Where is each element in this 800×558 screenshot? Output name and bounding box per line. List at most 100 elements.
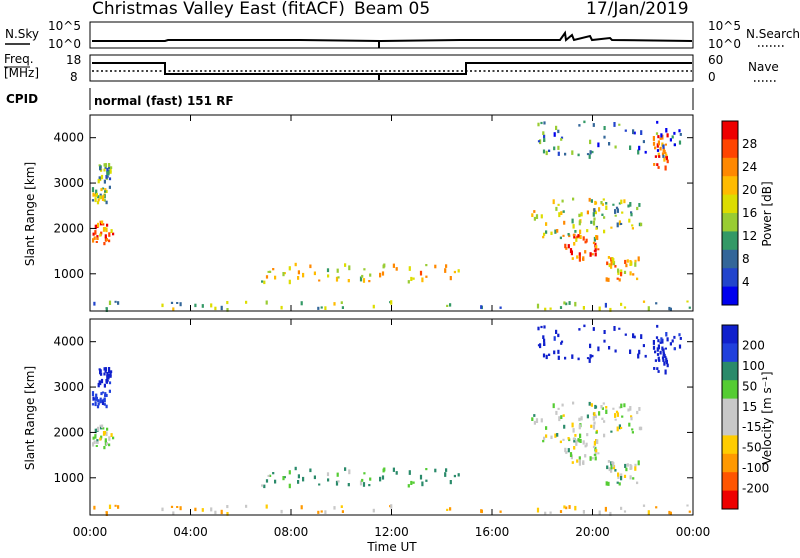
echo-cell — [568, 438, 571, 442]
echo-cell — [578, 461, 581, 466]
echo-cell — [95, 396, 98, 401]
echo-cell — [214, 510, 217, 515]
echo-cell — [425, 479, 428, 482]
echo-cell — [336, 472, 339, 477]
echo-cell — [627, 204, 630, 208]
echo-cell — [105, 307, 108, 312]
frequency-trace — [92, 62, 692, 75]
echo-cell — [579, 235, 582, 239]
echo-cell — [578, 252, 581, 256]
echo-cell — [593, 412, 596, 416]
echo-cell — [533, 210, 536, 213]
echo-cell — [578, 328, 581, 331]
echo-cell — [543, 325, 546, 329]
echo-cell — [604, 302, 607, 308]
echo-cell — [108, 163, 111, 167]
echo-cell — [101, 220, 104, 225]
echo-cell — [557, 203, 560, 206]
echo-cell — [540, 325, 543, 329]
echo-cell — [537, 122, 540, 127]
x-tick-label: 04:00 — [173, 525, 208, 539]
echo-cell — [362, 278, 366, 283]
echo-cell — [590, 199, 593, 203]
echo-cell — [552, 199, 555, 205]
nave-label: Nave — [748, 60, 779, 74]
freq-ytick-high: 18 — [66, 53, 81, 67]
echo-cell — [614, 265, 617, 268]
echo-cell — [363, 268, 366, 271]
echo-cell — [226, 512, 229, 516]
echo-cell — [549, 307, 552, 310]
echo-cell — [568, 505, 571, 509]
echo-cell — [453, 270, 456, 274]
echo-cell — [91, 187, 95, 193]
echo-cell — [603, 229, 606, 234]
echo-cell — [104, 163, 108, 168]
echo-cell — [117, 505, 120, 509]
echo-cell — [545, 230, 548, 234]
echo-cell — [220, 305, 223, 311]
echo-cell — [608, 263, 611, 268]
velocity-echo-marks — [91, 324, 691, 516]
echo-cell — [663, 354, 666, 358]
echo-cell — [392, 467, 395, 472]
echo-cell — [395, 267, 398, 271]
echo-cell — [103, 446, 106, 450]
echo-cell — [606, 261, 609, 266]
echo-cell — [571, 257, 574, 260]
echo-cell — [536, 507, 540, 513]
power-y-ticks: 1000 2000 3000 4000 — [53, 131, 693, 281]
noise-ytick-low: 10^0 — [48, 37, 81, 51]
echo-cell — [574, 434, 577, 437]
echo-cell — [664, 369, 667, 375]
echo-cell — [107, 375, 110, 380]
echo-cell — [588, 401, 591, 406]
echo-cell — [96, 237, 99, 240]
echo-cell — [572, 428, 575, 433]
echo-cell — [369, 477, 372, 481]
colorbar-swatch — [722, 361, 738, 381]
echo-cell — [93, 301, 96, 306]
echo-cell — [108, 232, 111, 237]
echo-cell — [103, 403, 106, 406]
station-title: Christmas Valley East (fitACF) — [92, 0, 345, 19]
echo-cell — [226, 505, 229, 509]
echo-cell — [92, 192, 95, 197]
colorbar-tick-label: 100 — [742, 359, 765, 373]
echo-cell — [614, 145, 617, 149]
echo-cell — [576, 439, 579, 443]
echo-cell — [638, 349, 641, 355]
echo-cell — [421, 481, 424, 487]
colorbar-swatch — [722, 176, 738, 196]
echo-cell — [106, 171, 109, 176]
echo-cell — [543, 138, 546, 142]
echo-cell — [594, 201, 598, 205]
echo-cell — [573, 446, 576, 450]
echo-cell — [589, 456, 592, 461]
echo-cell — [671, 339, 674, 343]
echo-cell — [272, 268, 275, 271]
echo-cell — [369, 273, 372, 277]
echo-cell — [214, 306, 217, 311]
echo-cell — [610, 461, 613, 466]
echo-cell — [591, 150, 594, 154]
echo-cell — [333, 506, 336, 510]
echo-cell — [614, 418, 617, 421]
echo-cell — [631, 428, 634, 431]
echo-cell — [99, 233, 102, 237]
echo-cell — [99, 399, 102, 404]
echo-cell — [105, 393, 108, 397]
echo-cell — [578, 220, 581, 226]
velocity-panel: 1000 2000 3000 4000 Slant Range [km] 200 100… — [23, 318, 774, 516]
echo-cell — [103, 163, 106, 167]
echo-cell — [644, 150, 647, 154]
echo-cell — [98, 380, 101, 384]
echo-cell — [390, 300, 393, 305]
echo-cell — [659, 137, 662, 140]
echo-cell — [381, 475, 385, 480]
echo-cell — [636, 481, 639, 485]
echo-cell — [577, 438, 580, 442]
echo-cell — [300, 301, 303, 306]
echo-cell — [567, 437, 570, 440]
echo-cell — [103, 242, 106, 246]
